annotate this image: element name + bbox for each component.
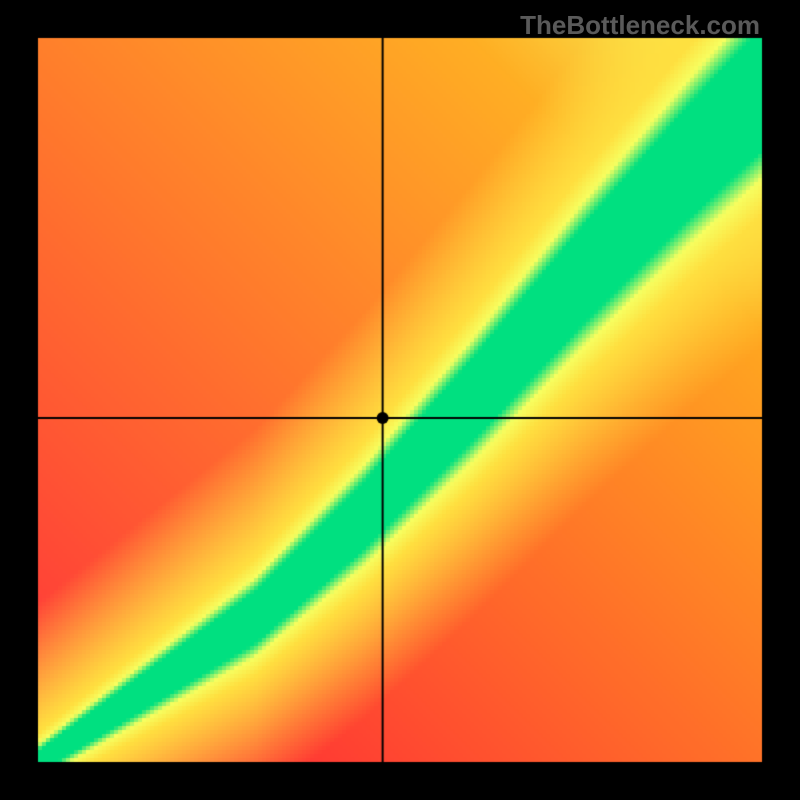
watermark-text: TheBottleneck.com: [520, 10, 760, 41]
chart-container: TheBottleneck.com: [0, 0, 800, 800]
bottleneck-heatmap: [0, 0, 800, 800]
